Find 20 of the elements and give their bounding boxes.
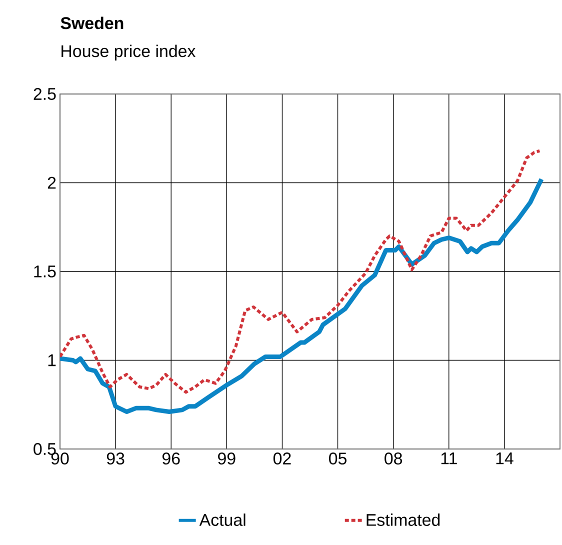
y-tick-label: 1 — [48, 354, 56, 366]
chart-title: Sweden — [60, 16, 124, 30]
chart-subtitle: House price index — [62, 44, 196, 61]
x-tick-label: 90 — [51, 452, 69, 465]
y-tick-label: 1.5 — [34, 266, 56, 278]
x-tick-label: 08 — [384, 452, 402, 465]
x-tick-label: 93 — [106, 452, 124, 465]
x-tick-label: 14 — [496, 452, 514, 464]
y-tick-label: 2 — [48, 176, 56, 189]
legend-label: Actual — [199, 514, 246, 526]
x-tick-label: 05 — [329, 452, 346, 465]
x-tick-label: 11 — [441, 452, 457, 464]
y-tick-label: 2.5 — [34, 88, 56, 100]
y-tick-label: 0.5 — [34, 443, 56, 455]
line-series — [60, 149, 542, 394]
x-tick-label: 02 — [273, 452, 291, 465]
x-tick-label: 96 — [162, 452, 180, 465]
line-series — [60, 176, 544, 414]
x-tick-label: 99 — [218, 452, 236, 465]
legend-label: Estimated — [366, 514, 440, 526]
